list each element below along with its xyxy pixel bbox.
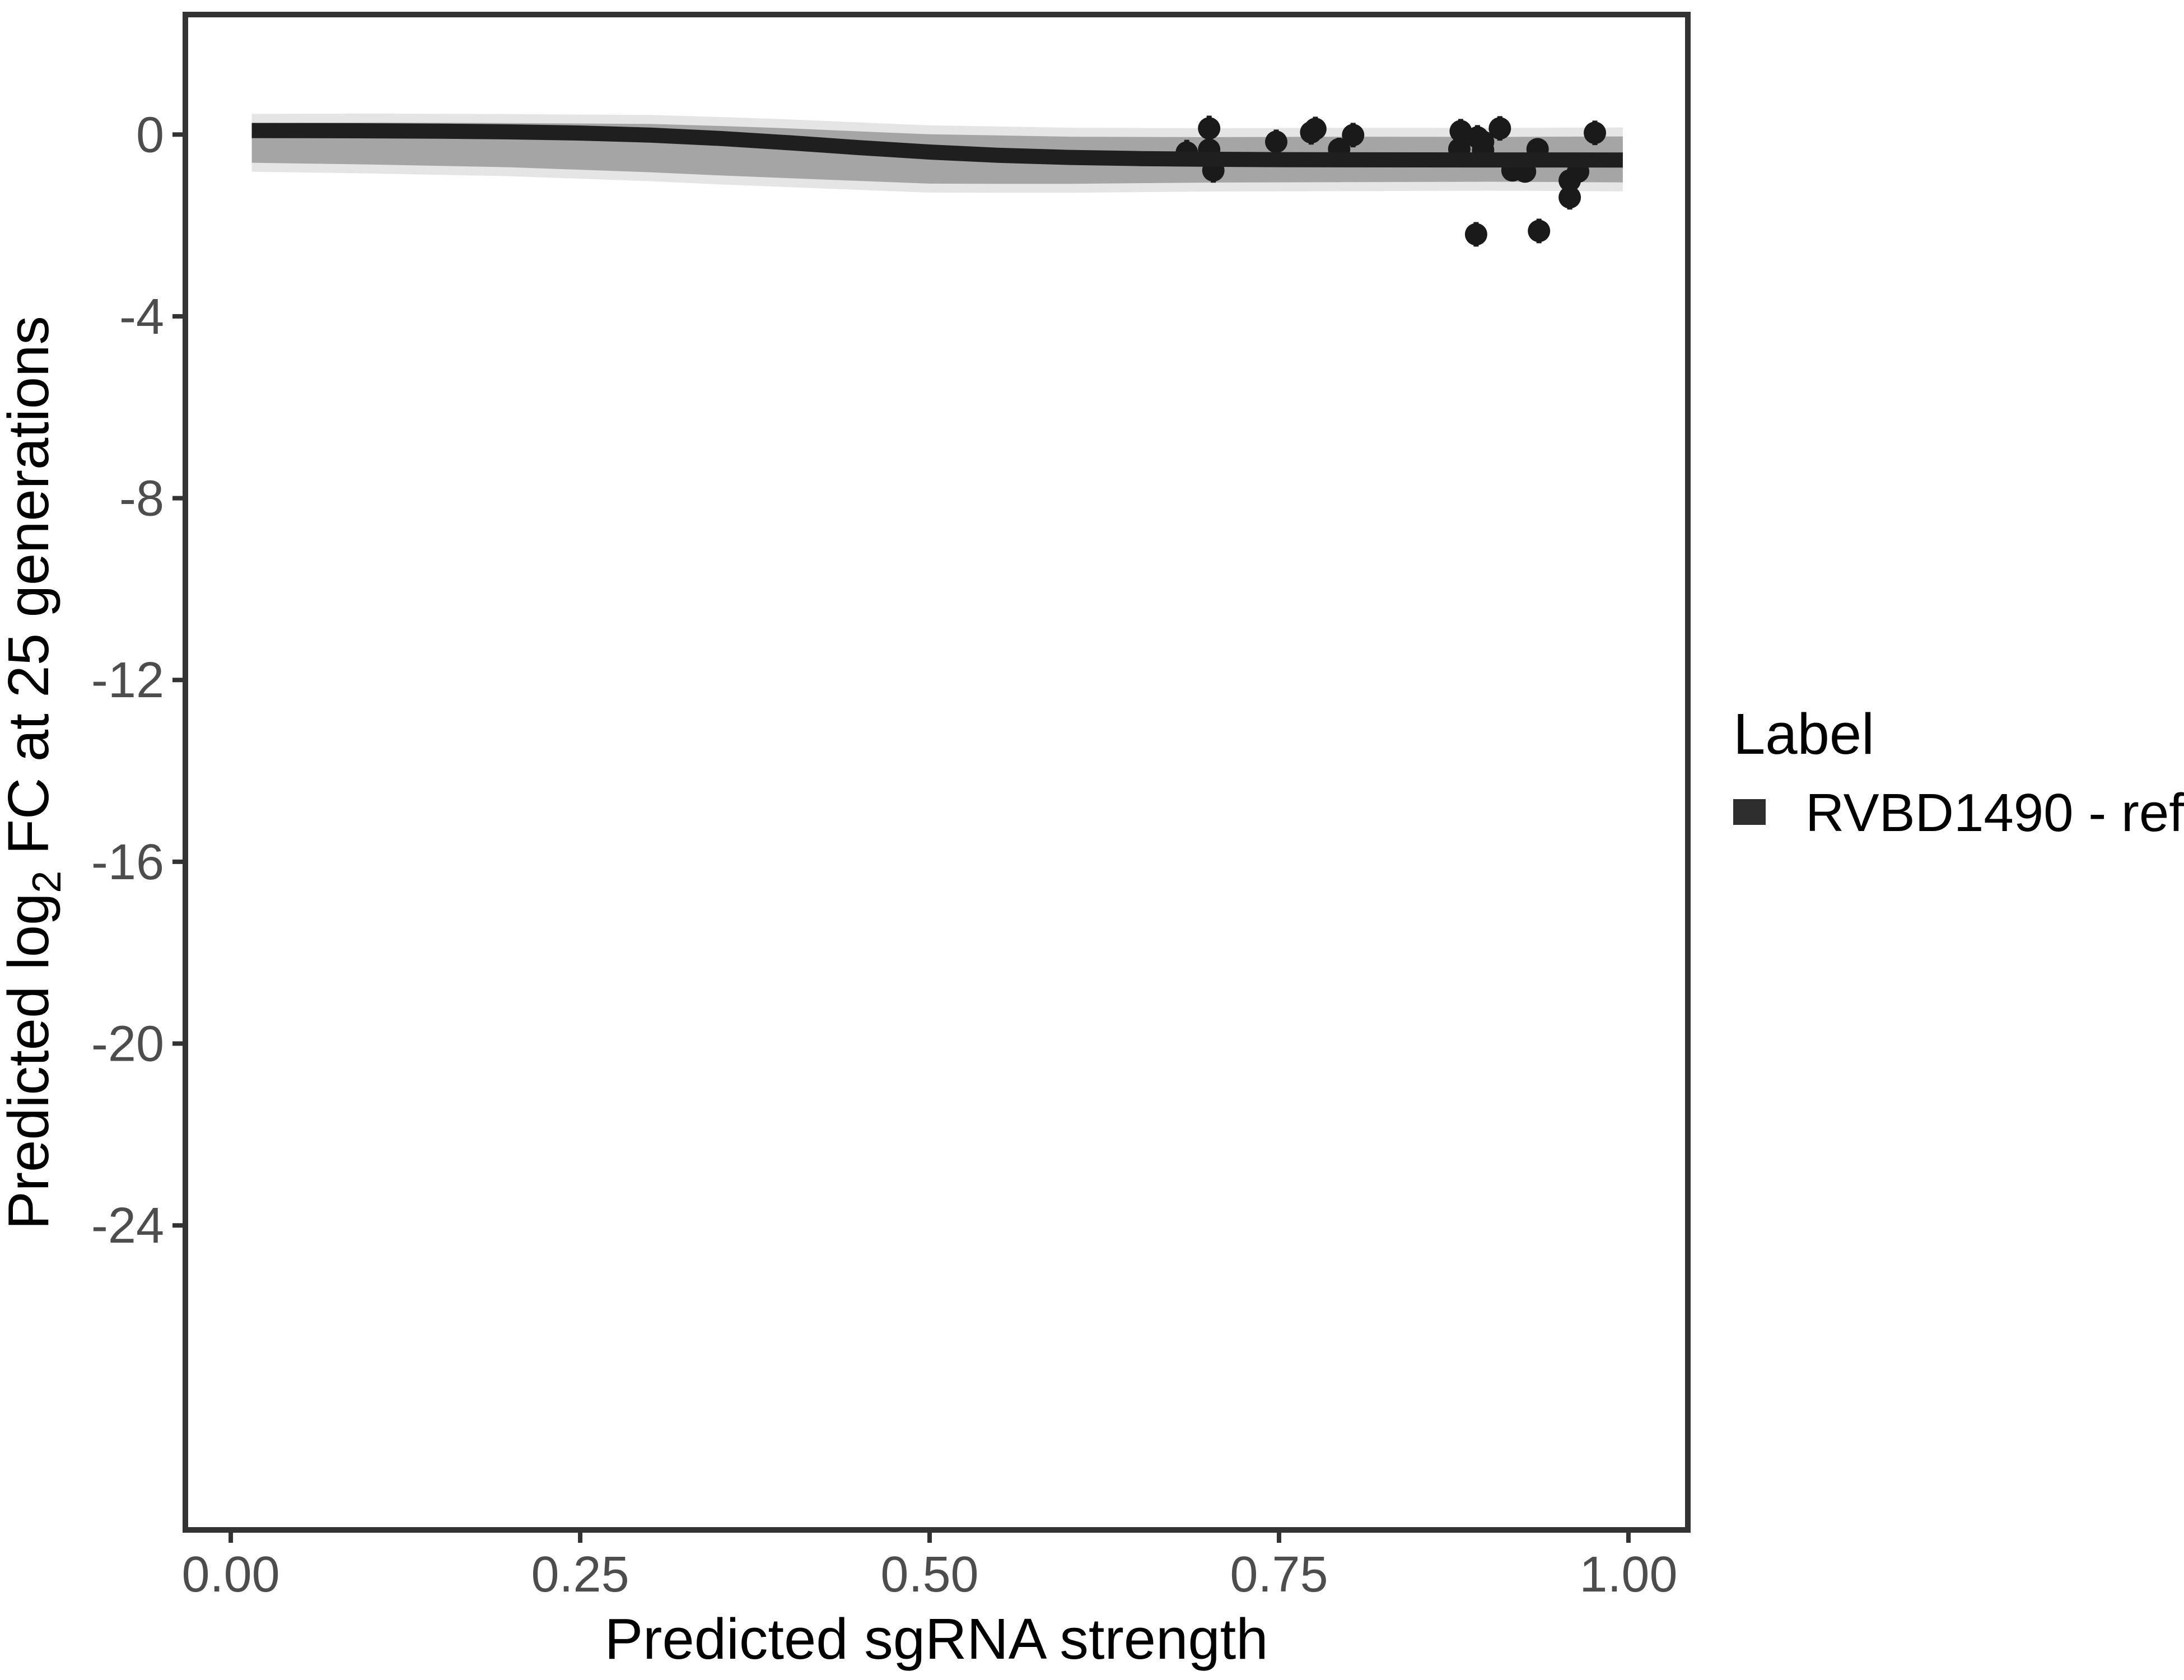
y-tick-label: -16: [91, 834, 164, 890]
legend-item-label: RVBD1490 - ref: [1805, 783, 2184, 843]
data-point: [1464, 223, 1487, 246]
plot-panel-border: [183, 12, 1691, 1533]
data-point: [1584, 122, 1607, 144]
x-tick-label: 0.00: [182, 1547, 280, 1603]
legend: Label RVBD1490 - ref: [1733, 702, 2184, 843]
x-tick-label: 0.25: [531, 1547, 629, 1603]
x-tick-label: 0.75: [1230, 1547, 1328, 1603]
data-point: [1528, 220, 1551, 242]
data-point: [1198, 117, 1221, 140]
fitted-curve: [251, 123, 1623, 168]
data-point: [1558, 169, 1581, 192]
x-axis-title: Predicted sgRNA strength: [604, 1607, 1268, 1671]
x-tick-label: 1.00: [1579, 1547, 1677, 1603]
data-point: [1264, 130, 1287, 153]
data-point: [1304, 118, 1327, 141]
y-tick-label: -8: [119, 471, 164, 527]
data-point: [1488, 117, 1511, 140]
y-tick-label: -12: [91, 652, 164, 708]
y-axis: 0 -4 -8 -12 -16 -20 -24: [91, 107, 185, 1254]
data-point: [1342, 124, 1365, 147]
x-tick-label: 0.50: [880, 1547, 978, 1603]
legend-key-swatch: [1733, 799, 1766, 825]
data-point: [1558, 186, 1581, 209]
x-axis: 0.00 0.25 0.50 0.75 1.00: [182, 1530, 1678, 1603]
y-tick-label: -24: [91, 1198, 164, 1254]
y-axis-title: Predicted log2 FC at 25 generations: [0, 316, 69, 1230]
y-tick-label: 0: [136, 107, 164, 163]
legend-title: Label: [1733, 702, 1874, 766]
y-tick-label: -20: [91, 1016, 164, 1072]
y-tick-label: -4: [119, 289, 164, 345]
smooth-fit-line: [251, 123, 1623, 168]
